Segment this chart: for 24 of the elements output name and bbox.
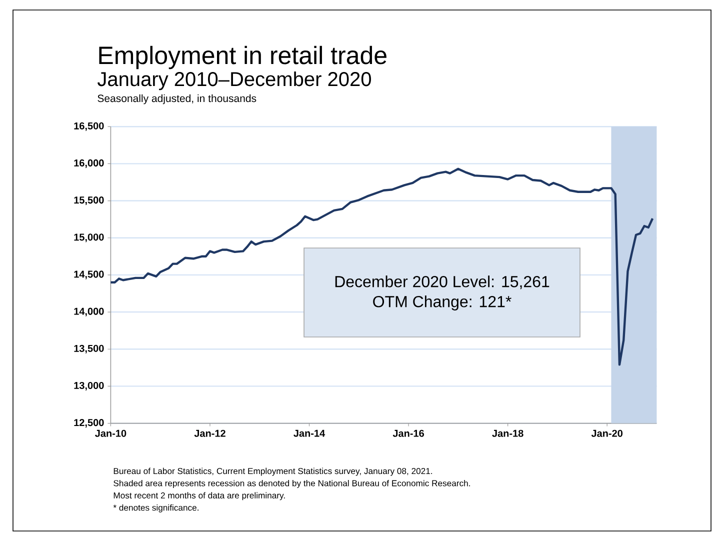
chart-subtitle: January 2010–December 2020 [98, 71, 371, 90]
y-tick-label: 15,500 [74, 196, 104, 206]
annotation: OTM Change: 121* [373, 296, 512, 310]
y-tick-label: 12,500 [74, 419, 104, 428]
x-tick-label: Jan-20 [591, 430, 622, 437]
y-tick-label: 13,500 [74, 344, 104, 354]
y-tick-label: 13,000 [74, 382, 104, 390]
text: Most recent 2 months of data are preliminary. [114, 492, 285, 500]
x-tick-label: Jan-18 [492, 430, 524, 437]
y-tick-label: 14,000 [74, 308, 104, 316]
y-tick-label: 14,500 [74, 270, 104, 280]
text: * denotes significance. [113, 504, 198, 512]
chart-title: Employment in retail trade [99, 46, 386, 70]
x-tick-label: Jan-14 [294, 430, 326, 437]
annotation: December 2020 Level: 15,261 [335, 276, 550, 290]
x-tick-label: Jan-10 [95, 430, 126, 437]
y-tick-label: 16,000 [74, 159, 104, 168]
y-tick-label: 16,500 [74, 122, 104, 131]
y-axis-title: Seasonally adjusted, in thousands [98, 94, 256, 104]
y-tick-label: 15,000 [74, 234, 104, 242]
text: Shaded area represents recession as denoted by the National Bureau of Economic Research. [114, 480, 470, 488]
x-tick-label: Jan-12 [194, 430, 226, 437]
text: Bureau of Labor Statistics, Current Employment Statistics survey, January 08, 2021. [114, 468, 432, 476]
x-tick-label: Jan-16 [392, 430, 424, 437]
